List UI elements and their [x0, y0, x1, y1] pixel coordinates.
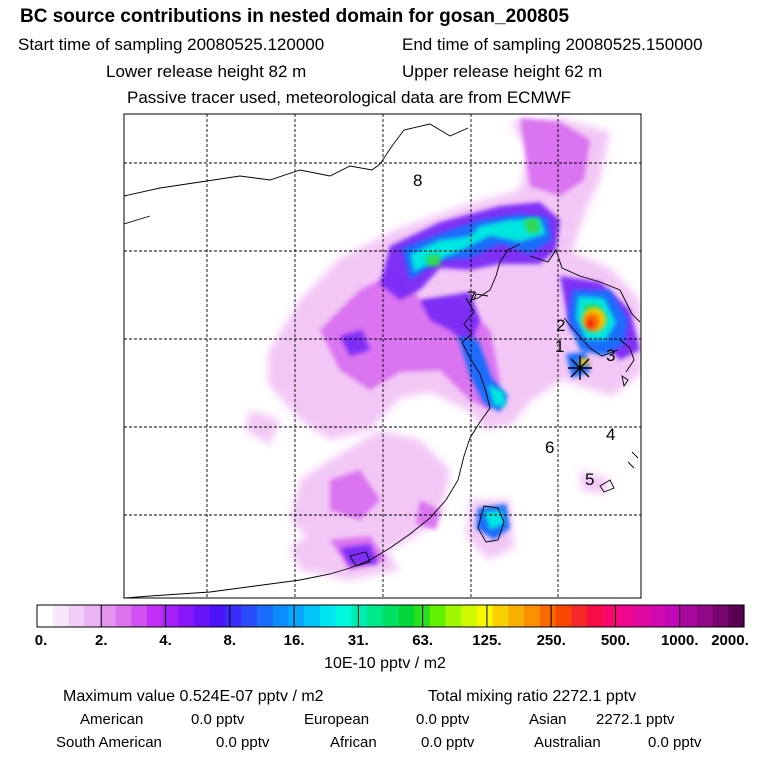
- colorbar-cell: [194, 605, 211, 627]
- colorbar-cell: [304, 605, 321, 627]
- region-name-european: European: [304, 711, 370, 728]
- colorbar-cell: [115, 605, 132, 627]
- region-label: 2: [556, 316, 565, 335]
- colorbar-cell: [178, 605, 195, 627]
- colorbar-cell: [68, 605, 85, 627]
- colorbar-cell: [586, 605, 604, 627]
- region-label: 6: [545, 438, 554, 457]
- region-name-australian: Australian: [534, 734, 601, 751]
- colorbar-cell: [146, 605, 164, 627]
- colorbar-cell: [571, 605, 588, 627]
- colorbar-tick-label: 2000.: [711, 632, 749, 649]
- colorbar-cell: [524, 605, 541, 627]
- region-name-south-american: South American: [56, 734, 162, 751]
- colorbar: 0. 2. 4. 8. 16. 31. 63. 125. 250. 500. 1000. 2000. …: [35, 604, 749, 672]
- region-value-asian: 2272.1 pptv: [596, 711, 675, 728]
- region-value-australian: 0.0 pptv: [648, 734, 702, 751]
- colorbar-cell: [382, 605, 399, 627]
- colorbar-cell: [319, 605, 337, 627]
- tracer-note: Passive tracer used, meteorological data…: [127, 88, 572, 107]
- chart-title: BC source contributions in nested domain…: [20, 6, 570, 27]
- colorbar-cell: [476, 605, 494, 627]
- region-value-european: 0.0 pptv: [416, 711, 470, 728]
- colorbar-cells: [37, 605, 745, 627]
- colorbar-cell: [728, 605, 745, 627]
- region-label: 4: [606, 425, 615, 444]
- sampling-end: End time of sampling 20080525.150000: [402, 35, 703, 54]
- colorbar-tick-label: 0.: [35, 632, 48, 649]
- colorbar-cell: [665, 605, 682, 627]
- sampling-start: Start time of sampling 20080525.120000: [18, 35, 325, 54]
- colorbar-cell: [37, 605, 54, 627]
- release-lower: Lower release height 82 m: [106, 62, 307, 81]
- colorbar-tick-label: 63.: [412, 632, 433, 649]
- colorbar-tick-label: 16.: [284, 632, 305, 649]
- colorbar-cell: [256, 605, 274, 627]
- colorbar-cell: [539, 605, 557, 627]
- colorbar-cell: [618, 605, 635, 627]
- colorbar-cell: [335, 605, 352, 627]
- colorbar-tick-label: 31.: [348, 632, 369, 649]
- coastlines: [123, 123, 641, 599]
- region-label: 3: [606, 346, 615, 365]
- colorbar-cell: [351, 605, 368, 627]
- colorbar-cell: [696, 605, 714, 627]
- colorbar-frame: [36, 604, 745, 628]
- region-name-african: African: [330, 734, 377, 751]
- concentration-field: [245, 118, 641, 580]
- region-label: 8: [413, 171, 422, 190]
- colorbar-cell: [681, 605, 698, 627]
- colorbar-cell: [398, 605, 415, 627]
- colorbar-tick-label: 500.: [601, 632, 630, 649]
- region-value-american: 0.0 pptv: [191, 711, 245, 728]
- colorbar-cell: [602, 605, 619, 627]
- colorbar-cell: [429, 605, 447, 627]
- colorbar-ticks: 0. 2. 4. 8. 16. 31. 63. 125. 250. 500. 1000. 2000.: [35, 632, 749, 649]
- colorbar-tick-label: 4.: [159, 632, 172, 649]
- colorbar-tick-label: 8.: [224, 632, 237, 649]
- colorbar-cell: [288, 605, 305, 627]
- colorbar-cell: [555, 605, 572, 627]
- region-numbers: 1 2 3 4 5 6 7 8: [413, 171, 615, 489]
- colorbar-cell: [508, 605, 525, 627]
- region-label: 5: [585, 470, 594, 489]
- colorbar-cell: [712, 605, 729, 627]
- region-name-asian: Asian: [529, 711, 567, 728]
- colorbar-cell: [84, 605, 101, 627]
- colorbar-cell: [492, 605, 509, 627]
- colorbar-cell: [225, 605, 242, 627]
- colorbar-cell: [241, 605, 258, 627]
- map-frame: [123, 113, 642, 599]
- release-upper: Upper release height 62 m: [402, 62, 603, 81]
- colorbar-cell: [209, 605, 227, 627]
- colorbar-cell: [634, 605, 651, 627]
- region-label: 7: [467, 288, 476, 307]
- colorbar-cell: [52, 605, 70, 627]
- colorbar-cell: [131, 605, 148, 627]
- colorbar-cell: [272, 605, 289, 627]
- region-value-south-american: 0.0 pptv: [216, 734, 270, 751]
- region-name-american: American: [80, 711, 144, 728]
- plume-hotspot: [579, 308, 606, 366]
- colorbar-tick-label: 250.: [537, 632, 566, 649]
- colorbar-cell: [445, 605, 462, 627]
- lat-lon-grid: [124, 114, 641, 598]
- colorbar-dividers: [100, 605, 681, 627]
- receptor-marker: [568, 356, 592, 380]
- total-mixing-ratio: Total mixing ratio 2272.1 pptv: [428, 688, 637, 705]
- region-label: 1: [555, 337, 564, 356]
- colorbar-unit: 10E-10 pptv / m2: [324, 655, 446, 672]
- colorbar-tick-label: 1000.: [661, 632, 699, 649]
- maximum-value: Maximum value 0.524E-07 pptv / m2: [63, 688, 324, 705]
- colorbar-tick-label: 2.: [95, 632, 108, 649]
- colorbar-cell: [162, 605, 179, 627]
- colorbar-cell: [461, 605, 478, 627]
- region-value-african: 0.0 pptv: [421, 734, 475, 751]
- colorbar-tick-label: 125.: [472, 632, 501, 649]
- colorbar-cell: [649, 605, 667, 627]
- colorbar-cell: [366, 605, 384, 627]
- colorbar-cell: [99, 605, 117, 627]
